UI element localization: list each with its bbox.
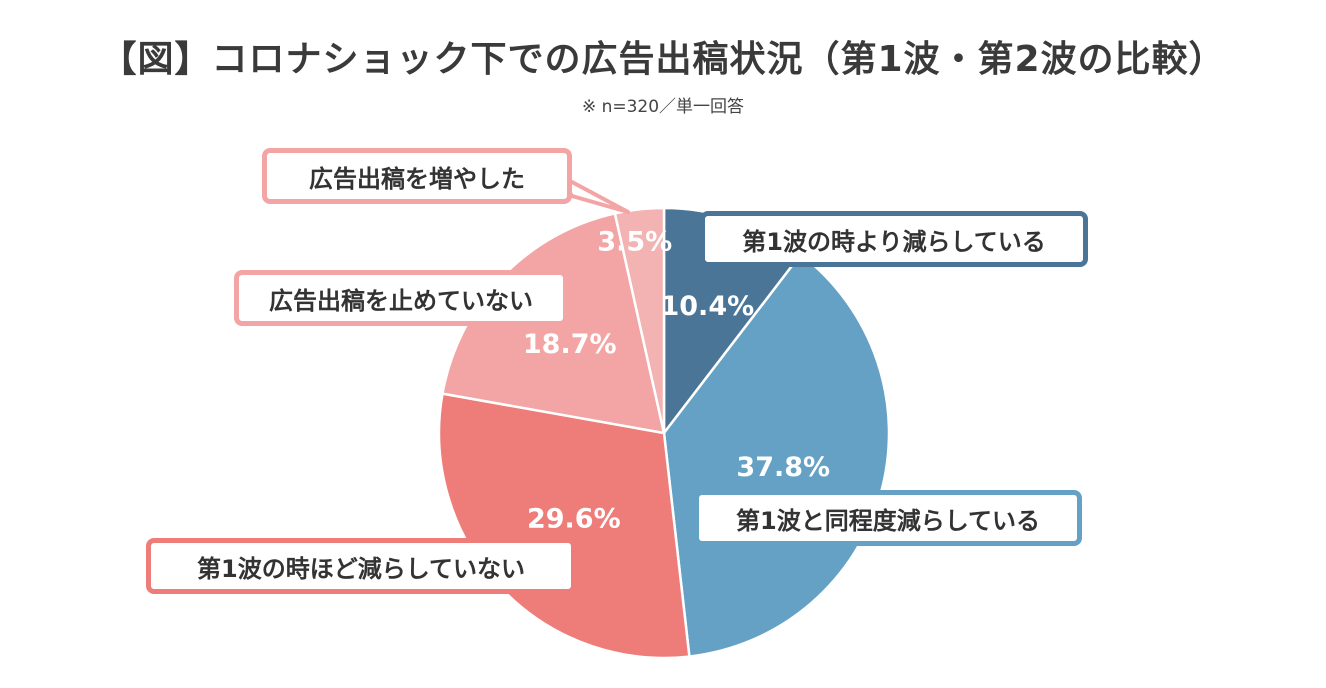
chart-title: 【図】コロナショック下での広告出稿状況（第1波・第2波の比較） xyxy=(100,39,1226,80)
callout-label-less-than-first-wave: 第1波の時より減らしている xyxy=(700,211,1088,267)
callout-label-not-stopped: 広告出稿を止めていない xyxy=(234,270,568,326)
slice-value-label-1: 37.8% xyxy=(736,452,830,483)
chart-subtitle: ※ n=320／単一回答 xyxy=(581,97,745,117)
slice-value-label-2: 29.6% xyxy=(527,504,621,535)
slice-value-labels: 10.4% 37.8% 29.6% 18.7% 3.5% xyxy=(523,227,830,535)
callout-label-not-as-much-as-first-wave: 第1波の時ほど減らしていない xyxy=(146,538,576,594)
callout-label-same-as-first-wave: 第1波と同程度減らしている xyxy=(694,490,1082,546)
slice-value-label-0: 10.4% xyxy=(660,291,754,322)
slice-value-label-4: 3.5% xyxy=(597,227,672,258)
slice-value-label-3: 18.7% xyxy=(523,329,617,360)
pie-slice-4 xyxy=(613,206,666,434)
callout-label-increased: 広告出稿を増やした xyxy=(262,148,572,204)
